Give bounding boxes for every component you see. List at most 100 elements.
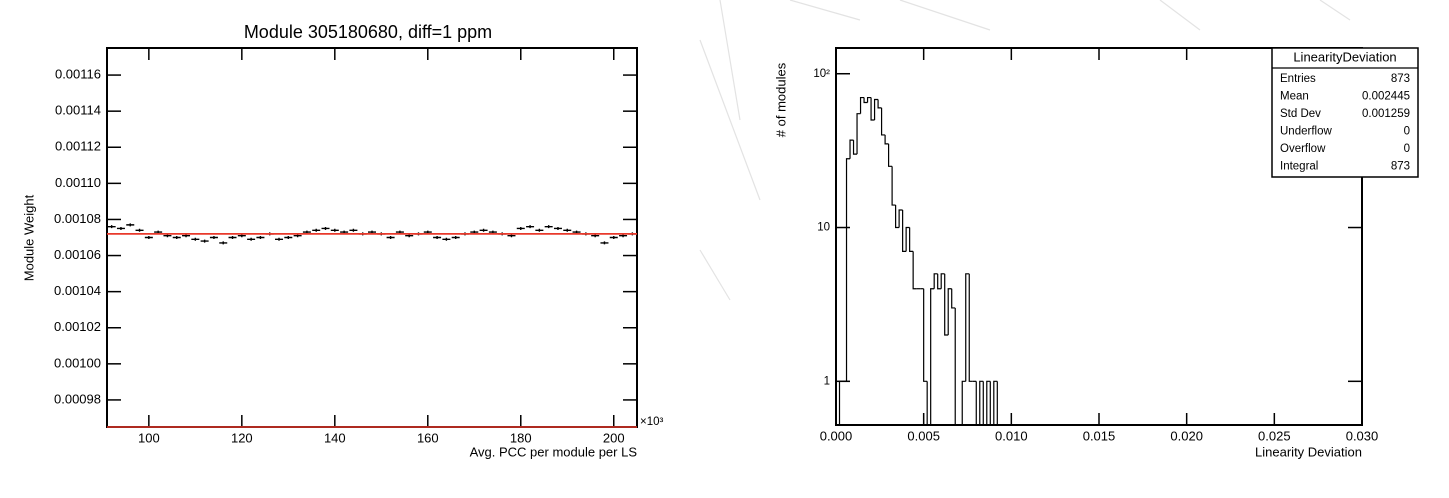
histogram-bin [968,273,973,382]
histogram-bin [880,107,886,136]
stats-value: 873 [1391,160,1410,172]
histogram-bin [856,113,861,155]
stats-value: 0.001259 [1362,108,1410,120]
data-point [312,228,321,232]
data-point [256,236,265,239]
stats-label: Entries [1280,73,1316,85]
x-tick-label: 0.000 [820,428,853,443]
data-point [107,225,116,229]
plot-frame [106,47,638,428]
histogram-bin [909,227,914,252]
data-point [172,236,181,239]
y-tick-label: 0.00102 [54,319,101,334]
stats-label: Overflow [1280,143,1326,155]
y-tick-label: 0.00100 [54,355,101,370]
histogram-bin [961,380,966,425]
histogram-bin [895,205,900,229]
data-point [563,228,572,232]
histogram-bin [947,288,952,336]
histogram-bin [905,226,910,252]
data-point [349,228,358,232]
histogram-bin [863,97,868,104]
histogram-bin [993,380,998,425]
x-tick-label: 100 [138,430,160,445]
x-tick-label: 0.030 [1346,428,1379,443]
histogram-bin [888,143,893,167]
histogram-bin [944,273,949,336]
histogram-bin [852,140,858,155]
x-tick-label: 0.025 [1258,428,1291,443]
histogram-bin [845,158,851,382]
histogram-bin [912,251,917,290]
y-tick-label: 0.00098 [54,391,101,406]
y-axis-label: Module Weight [21,194,36,281]
data-point [386,236,395,239]
histogram-bin [884,134,889,145]
histogram-bin [891,166,896,206]
histogram-bin [975,381,980,426]
data-point [553,226,562,230]
x-tick-label: 0.020 [1170,428,1203,443]
histogram-bin [926,381,931,426]
x-tick-label: 160 [417,430,439,445]
histogram-bin [989,381,994,426]
y-tick-label: 0.00116 [55,67,101,82]
data-point [433,236,442,239]
stats-value: 0 [1404,143,1410,155]
data-point [544,225,553,229]
data-point [479,228,488,232]
stats-label: Underflow [1280,125,1332,137]
stats-label: Mean [1280,90,1309,102]
histogram-bin [940,273,945,289]
data-point [144,236,153,239]
stats-value: 873 [1391,73,1410,85]
stats-label: Std Dev [1280,108,1321,120]
data-point [526,225,535,229]
x-tick-label: 180 [510,430,532,445]
y-tick-label: 0.00114 [55,103,101,118]
data-point [135,228,144,232]
y-tick-label: 10 [817,222,830,234]
y-tick-label: 0.00112 [55,139,101,154]
data-point [442,237,451,241]
stats-value: 0.002445 [1362,90,1410,102]
x-tick-label: 200 [603,430,625,445]
data-point [321,226,330,230]
histogram-bin [930,288,935,425]
x-tick-label: 140 [324,430,346,445]
data-point [209,236,218,239]
histogram-bin [951,288,956,309]
histogram-bin [866,96,872,103]
data-point [116,226,125,230]
data-point [200,239,209,243]
x-tick-label: 0.015 [1083,428,1116,443]
histogram-bin [898,209,903,228]
data-point [219,241,228,245]
stats-title: LinearityDeviation [1293,49,1396,64]
x-tick-label: 0.010 [995,428,1028,443]
histogram-bin [986,380,991,425]
data-point [126,223,135,227]
histogram-bin [996,381,1001,426]
y-tick-label: 1 [824,375,830,387]
data-point [535,228,544,232]
stats-box [1271,47,1419,178]
data-point [284,236,293,239]
histogram-bin [859,96,865,114]
histogram-bin [902,210,907,252]
watermark [699,0,1351,301]
x-axis-label: Linearity Deviation [1255,444,1362,459]
x-multiplier: ×10³ [640,416,664,428]
y-tick-label: 0.00106 [54,247,101,262]
data-point [609,236,618,239]
histogram-bin [979,380,984,425]
y-axis-label: # of modules [773,62,788,137]
histogram-bin [982,381,987,426]
data-point [451,236,460,239]
y-tick-label: 10² [813,68,830,80]
data-point [516,226,525,230]
stats-value: 0 [1404,125,1410,137]
histogram-bin [937,273,942,290]
data-point [600,241,609,245]
y-tick-label: 0.00108 [54,211,101,226]
